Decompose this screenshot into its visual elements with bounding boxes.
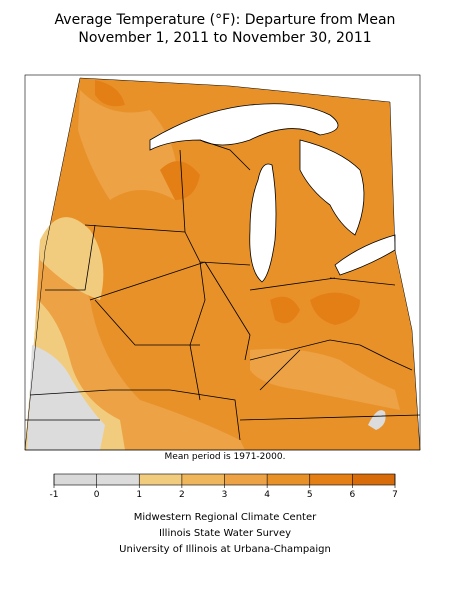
zone bbox=[270, 296, 300, 324]
zone bbox=[27, 345, 105, 450]
legend-tick-label: 6 bbox=[350, 490, 356, 500]
legend-tick-label: 1 bbox=[136, 490, 142, 500]
legend-swatch bbox=[54, 474, 97, 485]
legend-swatch bbox=[181, 474, 225, 485]
state-lines bbox=[25, 139, 421, 441]
lake-michigan bbox=[249, 163, 277, 283]
lake-huron bbox=[299, 139, 365, 236]
legend-tick-label: 3 bbox=[222, 490, 228, 500]
map bbox=[24, 74, 421, 451]
credit: Midwestern Regional Climate Center bbox=[134, 512, 317, 523]
credit: University of Illinois at Urbana-Champai… bbox=[119, 544, 331, 555]
zone bbox=[95, 80, 125, 107]
legend-tick-label: -1 bbox=[50, 490, 59, 500]
legend-tick-label: 2 bbox=[179, 490, 185, 500]
title-line: November 1, 2011 to November 30, 2011 bbox=[78, 30, 371, 46]
map-outline bbox=[24, 77, 421, 451]
legend: -1 0 1 2 3 4 5 6 7 bbox=[50, 473, 398, 500]
legend-tick-label: 4 bbox=[264, 490, 270, 500]
legend-swatch bbox=[309, 474, 353, 485]
legend-swatch bbox=[352, 474, 395, 485]
legend-tick-label: 0 bbox=[94, 490, 100, 500]
zone bbox=[160, 161, 200, 200]
zone bbox=[310, 292, 360, 325]
lake-erie bbox=[334, 234, 396, 276]
zone bbox=[78, 90, 178, 200]
legend-tick-label: 7 bbox=[392, 490, 398, 500]
zone bbox=[40, 217, 104, 300]
credit: Illinois State Water Survey bbox=[159, 528, 291, 539]
note: Mean period is 1971-2000. bbox=[165, 452, 286, 462]
title-line: Average Temperature (°F): Departure from… bbox=[55, 12, 396, 28]
legend-swatch bbox=[139, 474, 182, 485]
legend-swatch bbox=[267, 474, 310, 485]
legend-tick-label: 5 bbox=[307, 490, 313, 500]
map-frame bbox=[24, 74, 421, 451]
legend-swatch bbox=[224, 474, 268, 485]
legend-swatch bbox=[96, 474, 140, 485]
zone bbox=[250, 348, 400, 410]
zone bbox=[368, 410, 386, 430]
